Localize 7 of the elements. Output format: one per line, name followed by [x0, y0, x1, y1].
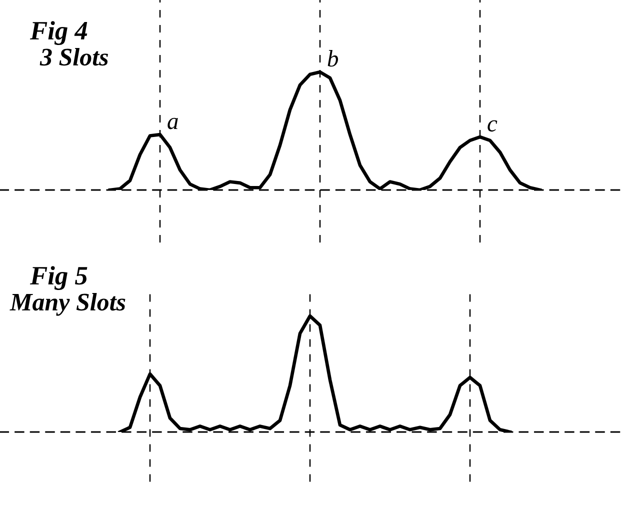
- text: b: [328, 50, 338, 67]
- chart-title: Fig 5: [30, 266, 88, 290]
- chart-title: Fig 4: [30, 21, 88, 45]
- chart-subtitle: Many Slots: [10, 293, 126, 316]
- annotation: c: [488, 120, 498, 132]
- annotation: a: [168, 118, 178, 130]
- chart-subtitle: 3 Slots: [40, 48, 108, 66]
